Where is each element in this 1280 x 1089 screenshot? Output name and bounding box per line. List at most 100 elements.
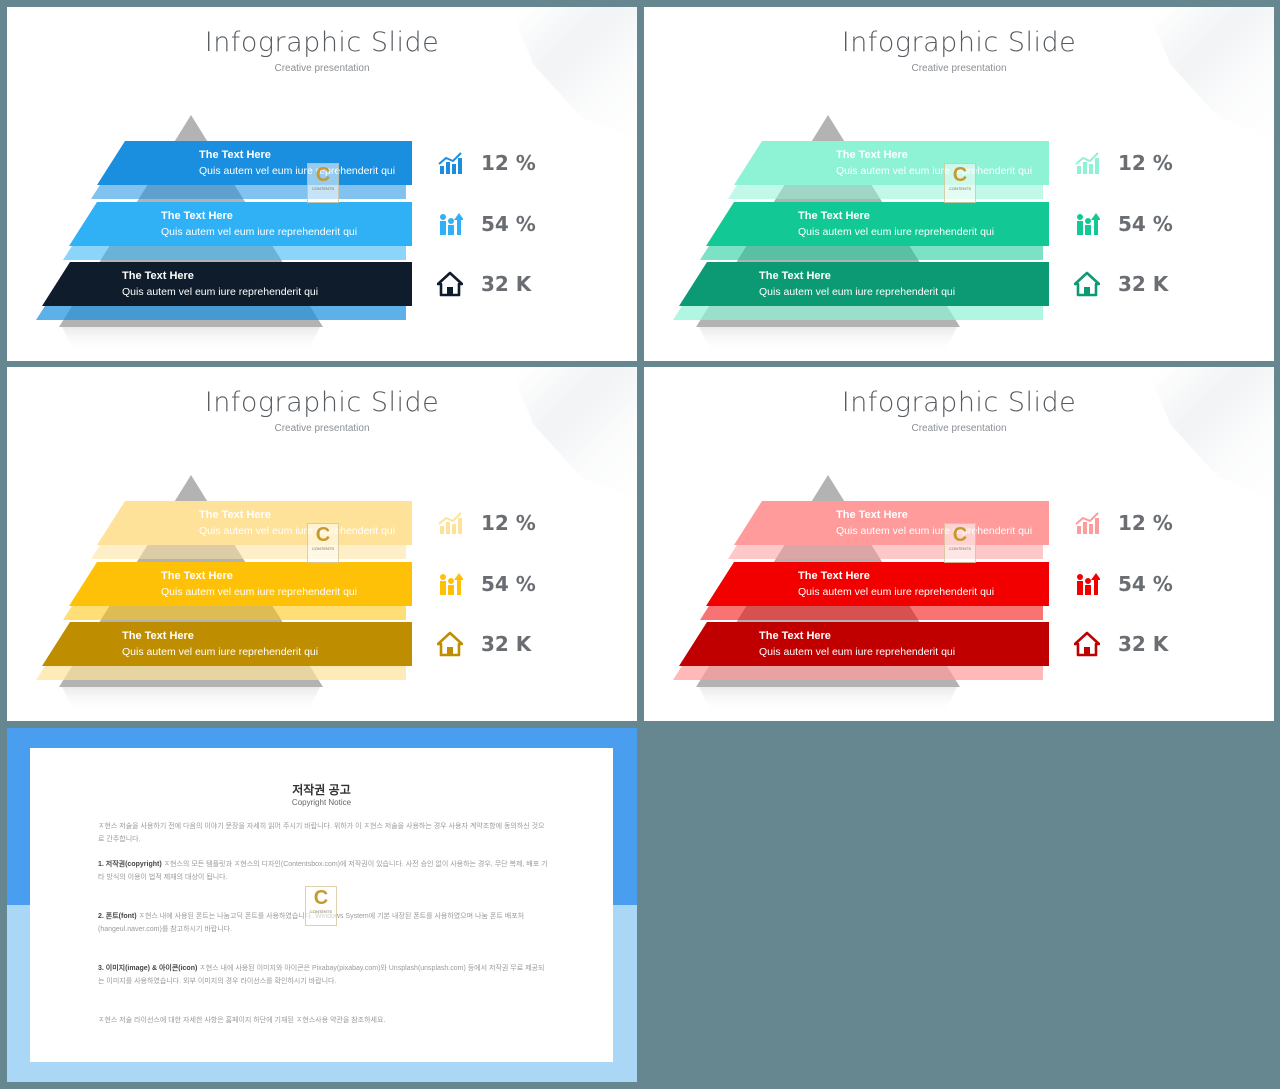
people-growth-icon xyxy=(1074,211,1101,237)
band-2: The Text Here Quis autem vel eum iure rep… xyxy=(706,562,1049,606)
band-2: The Text Here Quis autem vel eum iure rep… xyxy=(69,202,412,246)
band-2-desc: Quis autem vel eum iure reprehenderit qu… xyxy=(161,226,358,238)
band-1-desc: Quis autem vel eum iure reprehenderit qu… xyxy=(199,165,396,177)
home-icon xyxy=(436,631,464,657)
watermark-letter: C xyxy=(315,164,331,186)
copyright-label-copyright: 1. 저작권(copyright) xyxy=(98,861,162,868)
band-2-title: The Text Here xyxy=(798,210,870,222)
copyright-label-font: 2. 폰트(font) xyxy=(98,913,137,920)
watermark-logo: C CONTENTS xyxy=(305,886,337,926)
bar-chart-icon xyxy=(437,150,463,176)
copyright-title: 저작권 공고 xyxy=(292,783,351,797)
band-3-title: The Text Here xyxy=(759,270,831,282)
band-3: The Text Here Quis autem vel eum iure rep… xyxy=(679,622,1049,666)
stat-1-value: 12 % xyxy=(481,151,536,175)
band-2-desc: Quis autem vel eum iure reprehenderit qu… xyxy=(798,226,995,238)
bar-chart-icon xyxy=(1074,150,1100,176)
band-3: The Text Here Quis autem vel eum iure rep… xyxy=(42,262,412,306)
slide-1: Infographic Slide Creative presentation Th… xyxy=(7,7,637,361)
stat-3-value: 32 K xyxy=(1118,272,1169,296)
stat-3: 32 K xyxy=(1073,629,1168,659)
slide-4: Infographic Slide Creative presentation Th… xyxy=(644,367,1274,721)
stat-3-value: 32 K xyxy=(481,272,532,296)
stat-3: 32 K xyxy=(436,629,532,659)
home-icon xyxy=(1073,271,1101,297)
band-1-title: The Text Here xyxy=(836,509,908,521)
stat-1: 12 % xyxy=(437,148,536,178)
band-3-title: The Text Here xyxy=(122,630,194,642)
bar-chart-icon xyxy=(1074,510,1100,536)
stat-1: 12 % xyxy=(1074,148,1173,178)
copyright-paragraph-copyright: 1. 저작권(copyright) ㅈ현스의 모든 템플릿과 ㅈ현스의 디자인(… xyxy=(98,858,548,884)
band-2-title: The Text Here xyxy=(161,570,233,582)
stat-3: 32 K xyxy=(436,269,532,299)
bar-chart-icon xyxy=(437,510,463,536)
stat-2: 54 % xyxy=(1074,209,1173,239)
band-1: The Text Here Quis autem vel eum iure rep… xyxy=(97,501,412,545)
stat-1: 12 % xyxy=(1074,508,1173,538)
copyright-label-image: 3. 이미지(image) & 아이콘(icon) xyxy=(98,965,198,972)
stat-3-value: 32 K xyxy=(481,632,532,656)
stat-2-value: 54 % xyxy=(481,572,536,596)
copyright-text-image: ㅈ현스 내에 사용된 이미지와 아이콘은 Pixabay(pixabay.com… xyxy=(98,965,545,985)
band-2-title: The Text Here xyxy=(161,210,233,222)
band-1-title: The Text Here xyxy=(199,509,271,521)
band-3-desc: Quis autem vel eum iure reprehenderit qu… xyxy=(122,646,319,658)
band-3-desc: Quis autem vel eum iure reprehenderit qu… xyxy=(759,646,956,658)
slide-subtitle: Creative presentation xyxy=(911,63,1007,74)
slide-title: Infographic Slide xyxy=(841,27,1077,58)
slide-subtitle: Creative presentation xyxy=(274,63,370,74)
stat-1-value: 12 % xyxy=(1118,511,1173,535)
band-2: The Text Here Quis autem vel eum iure rep… xyxy=(69,562,412,606)
band-1-title: The Text Here xyxy=(199,149,271,161)
band-1: The Text Here Quis autem vel eum iure rep… xyxy=(734,501,1049,545)
stat-3: 32 K xyxy=(1073,269,1169,299)
watermark-logo: C CONTENTS xyxy=(307,523,339,563)
copyright-paragraph-intro: ㅈ현스 저술을 사용하기 전에 다음의 이야기 문장을 자세히 읽어 주시기 바… xyxy=(98,823,545,843)
home-icon xyxy=(1073,631,1101,657)
band-2-desc: Quis autem vel eum iure reprehenderit qu… xyxy=(161,586,358,598)
watermark-text: CONTENTS xyxy=(310,909,332,914)
stat-2-value: 54 % xyxy=(481,212,536,236)
copyright-paragraph-license: ㅈ현스 저술 라이선스에 대한 자세한 사항은 홈페이지 하단에 기재된 ㅈ현스… xyxy=(98,1017,386,1024)
watermark-logo: C CONTENTS xyxy=(944,523,976,563)
stat-2: 54 % xyxy=(437,209,536,239)
band-3: The Text Here Quis autem vel eum iure rep… xyxy=(42,622,412,666)
stat-2: 54 % xyxy=(1074,569,1173,599)
slide-title: Infographic Slide xyxy=(204,387,440,418)
people-growth-icon xyxy=(1074,571,1101,597)
copyright-paragraph-image: 3. 이미지(image) & 아이콘(icon) ㅈ현스 내에 사용된 이미지… xyxy=(98,962,548,988)
band-1: The Text Here Quis autem vel eum iure rep… xyxy=(97,141,412,185)
watermark-letter: C xyxy=(313,887,329,909)
slide-3: Infographic Slide Creative presentation Th… xyxy=(7,367,637,721)
band-3-desc: Quis autem vel eum iure reprehenderit qu… xyxy=(759,286,956,298)
stat-2-value: 54 % xyxy=(1118,212,1173,236)
band-3: The Text Here Quis autem vel eum iure rep… xyxy=(679,262,1049,306)
band-1-desc: Quis autem vel eum iure reprehenderit qu… xyxy=(199,525,396,537)
band-3-desc: Quis autem vel eum iure reprehenderit qu… xyxy=(122,286,319,298)
stat-2: 54 % xyxy=(437,569,536,599)
watermark-letter: C xyxy=(952,524,968,546)
watermark-logo: C CONTENTS xyxy=(307,163,339,203)
band-2-title: The Text Here xyxy=(798,570,870,582)
slide-title: Infographic Slide xyxy=(204,27,440,58)
stat-2-value: 54 % xyxy=(1118,572,1173,596)
slide-2: Infographic Slide Creative presentation Th… xyxy=(644,7,1274,361)
watermark-text: CONTENTS xyxy=(949,546,971,551)
people-growth-icon xyxy=(437,571,464,597)
watermark-letter: C xyxy=(952,164,968,186)
stat-1: 12 % xyxy=(437,508,536,538)
band-1-desc: Quis autem vel eum iure reprehenderit qu… xyxy=(836,165,1033,177)
slide-subtitle: Creative presentation xyxy=(274,423,370,434)
slide-title: Infographic Slide xyxy=(841,387,1077,418)
copyright-paper: 저작권 공고 Copyright Notice ㅈ현스 저술을 사용하기 전에 … xyxy=(30,748,613,1062)
home-icon xyxy=(436,271,464,297)
people-growth-icon xyxy=(437,211,464,237)
watermark-logo: C CONTENTS xyxy=(944,163,976,203)
band-1: The Text Here Quis autem vel eum iure rep… xyxy=(734,141,1049,185)
watermark-text: CONTENTS xyxy=(949,186,971,191)
stat-1-value: 12 % xyxy=(481,511,536,535)
slide-subtitle: Creative presentation xyxy=(911,423,1007,434)
stat-1-value: 12 % xyxy=(1118,151,1173,175)
copyright-text-copyright: ㅈ현스의 모든 템플릿과 ㅈ현스의 디자인(Contentsbox.com)에 … xyxy=(98,861,548,881)
